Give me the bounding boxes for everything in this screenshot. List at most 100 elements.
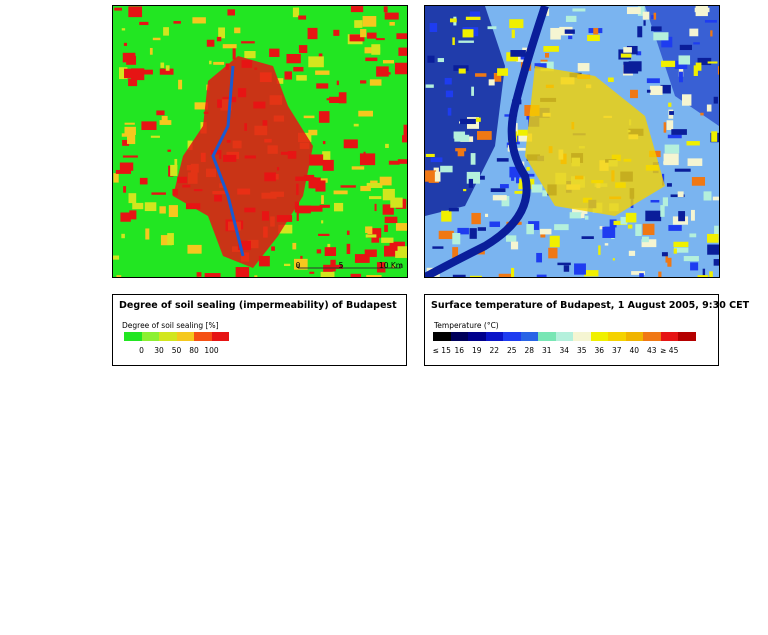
map-texture xyxy=(663,153,679,166)
legend-swatch xyxy=(643,332,661,341)
legend: Surface temperature of Budapest, 1 Augus… xyxy=(424,294,749,366)
map-texture xyxy=(398,47,407,56)
legend-label: 19 xyxy=(471,346,482,355)
map-texture xyxy=(477,227,486,231)
map-texture xyxy=(651,15,655,19)
map-texture xyxy=(338,92,347,104)
map-texture xyxy=(173,21,181,24)
map-texture xyxy=(545,52,550,58)
map-texture xyxy=(384,245,399,257)
map-texture xyxy=(447,107,452,116)
map-texture xyxy=(580,213,585,219)
map-texture xyxy=(369,79,382,86)
map-texture xyxy=(222,44,237,49)
legend-label: 40 xyxy=(629,346,640,355)
map-texture xyxy=(515,123,518,135)
map-texture xyxy=(661,60,676,67)
map-texture xyxy=(346,230,350,235)
map-texture xyxy=(496,158,509,162)
legend-swatch xyxy=(625,332,643,341)
map-texture xyxy=(510,50,526,57)
map-texture xyxy=(641,236,649,243)
map-texture xyxy=(351,166,365,170)
map-texture xyxy=(458,40,474,43)
map-texture xyxy=(315,70,330,75)
map-texture xyxy=(599,226,605,230)
map-texture xyxy=(509,19,524,29)
map-texture xyxy=(321,195,324,205)
map-texture xyxy=(360,29,367,38)
map-texture xyxy=(286,53,301,64)
map-texture xyxy=(192,17,206,24)
map-texture xyxy=(540,231,546,238)
map-texture xyxy=(124,122,135,125)
map-texture xyxy=(572,208,588,214)
map-texture xyxy=(539,228,552,235)
map-texture xyxy=(371,44,381,55)
map-texture xyxy=(178,79,183,90)
legend-swatch xyxy=(485,332,503,341)
legend-label: 80 xyxy=(189,346,199,355)
map-texture xyxy=(534,63,547,69)
map-texture xyxy=(116,275,122,277)
map-texture xyxy=(709,271,713,277)
map-texture xyxy=(542,190,548,197)
map-texture xyxy=(718,275,719,277)
map-texture xyxy=(244,51,256,59)
map-texture xyxy=(663,161,674,165)
map-texture xyxy=(714,225,719,238)
map-texture xyxy=(668,225,682,231)
map-texture xyxy=(366,275,382,277)
legend-swatch xyxy=(468,332,486,341)
legend-label: 34 xyxy=(559,346,570,355)
map-texture xyxy=(430,157,443,163)
map-texture xyxy=(113,255,120,260)
map-texture xyxy=(689,28,699,37)
map-texture xyxy=(316,249,322,254)
map-texture xyxy=(141,121,157,131)
map-texture xyxy=(458,68,466,74)
map-texture xyxy=(227,9,235,16)
map-texture xyxy=(307,27,318,40)
map-texture xyxy=(160,235,173,246)
map-texture xyxy=(475,117,481,122)
map-texture xyxy=(706,104,712,112)
map-texture xyxy=(583,270,599,277)
map-texture xyxy=(598,245,601,255)
map-texture xyxy=(626,7,641,15)
scale-label: 0 xyxy=(296,261,301,270)
map-texture xyxy=(327,243,331,249)
map-texture xyxy=(510,267,515,277)
temperature-map xyxy=(424,5,720,278)
map-texture xyxy=(448,207,459,212)
map-texture xyxy=(462,29,474,38)
map-texture xyxy=(665,252,668,263)
map-texture xyxy=(628,250,636,256)
map-texture xyxy=(711,131,718,142)
map-texture xyxy=(667,257,672,267)
map-texture xyxy=(440,165,453,173)
legend-label: 31 xyxy=(541,346,552,355)
map-texture xyxy=(713,259,719,266)
map-texture xyxy=(123,42,128,46)
soil-sealing-map: 0 5 10 Km xyxy=(112,5,408,278)
map-texture xyxy=(574,263,586,275)
map-texture xyxy=(170,164,178,176)
map-texture xyxy=(394,62,407,75)
map-texture xyxy=(324,247,337,256)
map-texture xyxy=(514,190,528,194)
legend-subtitle: Degree of soil sealing [%] xyxy=(122,321,219,330)
map-texture xyxy=(663,122,667,133)
map-texture xyxy=(695,6,708,17)
map-texture xyxy=(294,201,300,213)
map-texture xyxy=(130,68,145,81)
map-texture xyxy=(296,210,299,222)
map-texture xyxy=(470,153,476,165)
legend-label: ≥ 45 xyxy=(660,346,679,355)
map-texture xyxy=(375,38,385,41)
map-texture xyxy=(677,191,684,198)
map-texture xyxy=(308,129,318,136)
map-texture xyxy=(513,147,526,151)
map-texture xyxy=(681,94,692,106)
